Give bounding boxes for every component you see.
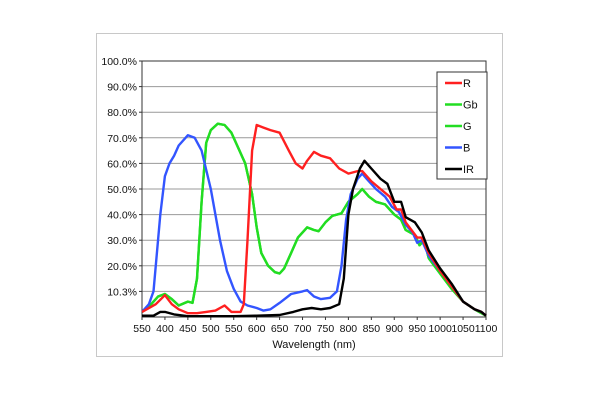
y-tick-label: 50.0% <box>107 184 137 196</box>
y-tick-label: 20.0% <box>107 261 137 273</box>
x-tick-label: 550 <box>133 323 151 335</box>
y-tick-label: 70.0% <box>107 133 137 145</box>
x-tick-label: 950 <box>408 323 426 335</box>
x-tick-label: 700 <box>294 323 312 335</box>
legend-label: IR <box>463 164 474 176</box>
x-axis-label: Wavelength (nm) <box>272 339 355 351</box>
y-tick-label: 40.0% <box>107 210 137 222</box>
x-tick-label: 850 <box>363 323 381 335</box>
series-line-ir <box>142 159 487 318</box>
series-lines <box>141 122 487 318</box>
x-axis-ticks: 550 400 450 500 550 600 650 700 750 800 850 900 950 1… <box>133 317 497 335</box>
y-axis-ticks: 10.3% 20.0% 30.0% 40.0% 50.0% 60.0% 70.0% 80.0%… <box>101 56 142 298</box>
series-line-r <box>141 123 487 317</box>
y-tick-label: 100.0% <box>101 56 137 68</box>
chart-frame <box>96 33 503 357</box>
x-tick-label: 1100 <box>475 323 498 335</box>
legend-label: G <box>463 121 472 133</box>
legend-label: B <box>463 143 470 155</box>
x-tick-label: 750 <box>317 323 335 335</box>
series-line-b <box>141 134 487 317</box>
x-tick-label: 1050 <box>451 323 475 335</box>
legend: R Gb GB IR <box>436 71 488 180</box>
y-tick-label: 60.0% <box>107 158 137 170</box>
x-tick-label: 600 <box>248 323 266 335</box>
y-tick-label: 10.3% <box>107 286 137 298</box>
y-tick-label: 80.0% <box>107 107 137 119</box>
x-tick-label: 650 <box>271 323 289 335</box>
x-tick-label: 1000 <box>428 323 452 335</box>
x-tick-label: 900 <box>386 323 404 335</box>
x-tick-label: 550 <box>225 323 243 335</box>
y-tick-label: 30.0% <box>107 235 137 247</box>
x-tick-label: 500 <box>202 323 220 335</box>
y-tick-label: 90.0% <box>107 82 137 94</box>
legend-label: Gb <box>463 100 478 112</box>
x-tick-label: 800 <box>340 323 358 335</box>
legend-label: R <box>463 78 471 90</box>
x-tick-label: 450 <box>179 323 197 335</box>
x-tick-label: 400 <box>156 323 174 335</box>
